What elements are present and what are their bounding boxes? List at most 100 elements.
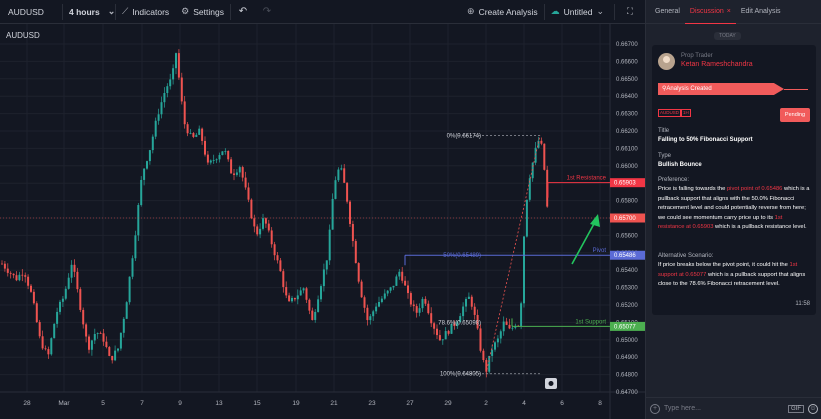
candle-body <box>502 321 505 332</box>
candle-body <box>128 276 131 303</box>
add-attachment-icon[interactable]: + <box>650 403 660 414</box>
fib-786-label: 78.6%(0.65098) <box>438 321 481 327</box>
candle-body <box>264 218 267 224</box>
price-tick-label: 0.66400 <box>616 94 638 100</box>
candle-body <box>523 236 525 304</box>
candle-body <box>157 114 160 121</box>
candle-body <box>108 347 111 356</box>
indicators-button[interactable]: ⟋ Indicators <box>116 0 175 24</box>
candle-body <box>73 264 76 272</box>
candle-body <box>494 342 496 350</box>
candle-body <box>172 68 175 80</box>
price-tick-label: 0.65400 <box>616 268 638 274</box>
resistance-label: 1st Resistance <box>567 176 607 182</box>
candle-body <box>267 223 270 231</box>
redo-button[interactable]: ↷ <box>255 0 279 24</box>
price-tick-label: 0.66700 <box>616 42 638 48</box>
candle-body <box>160 102 163 115</box>
undo-button[interactable]: ↶ <box>231 0 255 24</box>
price-tick-label: 0.66300 <box>616 112 638 118</box>
candle-body <box>93 334 96 341</box>
candle-body <box>531 162 534 179</box>
create-analysis-label: Create Analysis <box>478 6 538 17</box>
gif-button[interactable]: GIF <box>788 404 804 413</box>
candle-body <box>378 302 380 307</box>
create-analysis-button[interactable]: ⊕ Create Analysis <box>461 0 544 24</box>
price-tick-label: 0.66500 <box>616 77 638 83</box>
candle-body <box>351 223 354 242</box>
redo-icon: ↷ <box>262 6 272 17</box>
support-price-tag <box>610 321 645 331</box>
pin-icon: ⚲ <box>662 86 667 92</box>
close-icon[interactable]: × <box>726 7 731 15</box>
author-name[interactable]: Ketan Rameshchandra <box>681 61 753 68</box>
undo-icon: ↶ <box>238 6 248 17</box>
candle-body <box>296 295 299 300</box>
status-badge[interactable]: Pending <box>780 108 810 122</box>
divider <box>62 3 63 20</box>
candle-body <box>282 271 285 288</box>
price-tags: 0.65903 0.65700 0.65486 0.65077 <box>610 178 645 331</box>
tab-general[interactable]: General <box>650 0 685 24</box>
symbol-selector[interactable]: AUDUSD <box>0 0 62 24</box>
candle-body <box>305 288 308 300</box>
date-tick-label: 21 <box>330 400 338 407</box>
analysis-created-banner: ⚲Analysis Created <box>658 83 784 95</box>
candle-body <box>102 333 105 342</box>
candle-body <box>27 276 30 286</box>
candle-body <box>311 310 314 320</box>
candle-body <box>369 316 372 321</box>
price-tick-label: 0.66600 <box>616 59 638 65</box>
price-chart[interactable]: AUDUSD 0.66700 0.66600 0.66500 0.66400 0.663… <box>0 24 645 419</box>
candle-body <box>476 314 479 329</box>
settings-button[interactable]: ⚙ Settings <box>175 0 230 24</box>
candle-body <box>259 228 262 235</box>
price-tick-label: 0.65000 <box>616 338 638 344</box>
date-tick-label: 5 <box>101 400 105 407</box>
candle-body <box>21 274 24 276</box>
candle-body <box>38 322 41 337</box>
candle-body <box>456 322 459 327</box>
candle-body <box>482 350 485 361</box>
tab-edit-analysis[interactable]: Edit Analysis <box>736 0 786 24</box>
fullscreen-button[interactable]: ⛶ <box>615 0 645 24</box>
candle-body <box>151 136 154 151</box>
candle-body <box>3 263 6 269</box>
candle-body <box>1 263 3 265</box>
message-input[interactable] <box>664 405 788 412</box>
date-tick-label: 7 <box>140 400 144 407</box>
bullish-arrow <box>571 221 596 265</box>
candle-body <box>383 293 386 299</box>
interval-label: 4 hours <box>69 6 100 17</box>
untitled-label: Untitled <box>563 6 593 17</box>
interval-selector[interactable]: 4 hours ⌄ <box>63 0 115 24</box>
candles <box>1 49 549 378</box>
divider <box>115 3 116 20</box>
candle-body <box>50 338 53 355</box>
candle-body <box>360 281 363 298</box>
candle-body <box>291 297 293 302</box>
candle-body <box>82 309 85 325</box>
candle-body <box>88 336 90 350</box>
indicators-icon: ⟋ <box>122 6 129 16</box>
candle-body <box>389 287 392 291</box>
screenshot-button[interactable] <box>545 378 557 389</box>
price-tick-label: 0.64900 <box>616 355 638 361</box>
candle-body <box>212 160 215 161</box>
fib-diagonal <box>485 135 541 374</box>
overlays: 0%(0.66174) 50%(0.65489) 78.6%(0.65098) … <box>0 134 610 378</box>
date-tick-label: 23 <box>368 400 376 407</box>
candle-body <box>235 172 238 175</box>
layout-selector[interactable]: ☁ Untitled ⌄ <box>545 0 614 24</box>
candle-body <box>262 218 264 229</box>
cloud-check-icon: ☁ <box>550 6 560 16</box>
title-value: Falling to 50% Fibonacci Support <box>658 137 753 143</box>
candle-body <box>163 93 166 103</box>
alternative-text-2: which is a pullback support that aligns … <box>658 271 806 288</box>
price-tick-label: 0.65600 <box>616 233 638 239</box>
avatar <box>658 53 675 70</box>
tab-discussion[interactable]: Discussion × <box>684 0 736 24</box>
emoji-icon[interactable]: ☺ <box>808 403 818 414</box>
candle-body <box>337 169 340 181</box>
candle-body <box>288 295 291 302</box>
